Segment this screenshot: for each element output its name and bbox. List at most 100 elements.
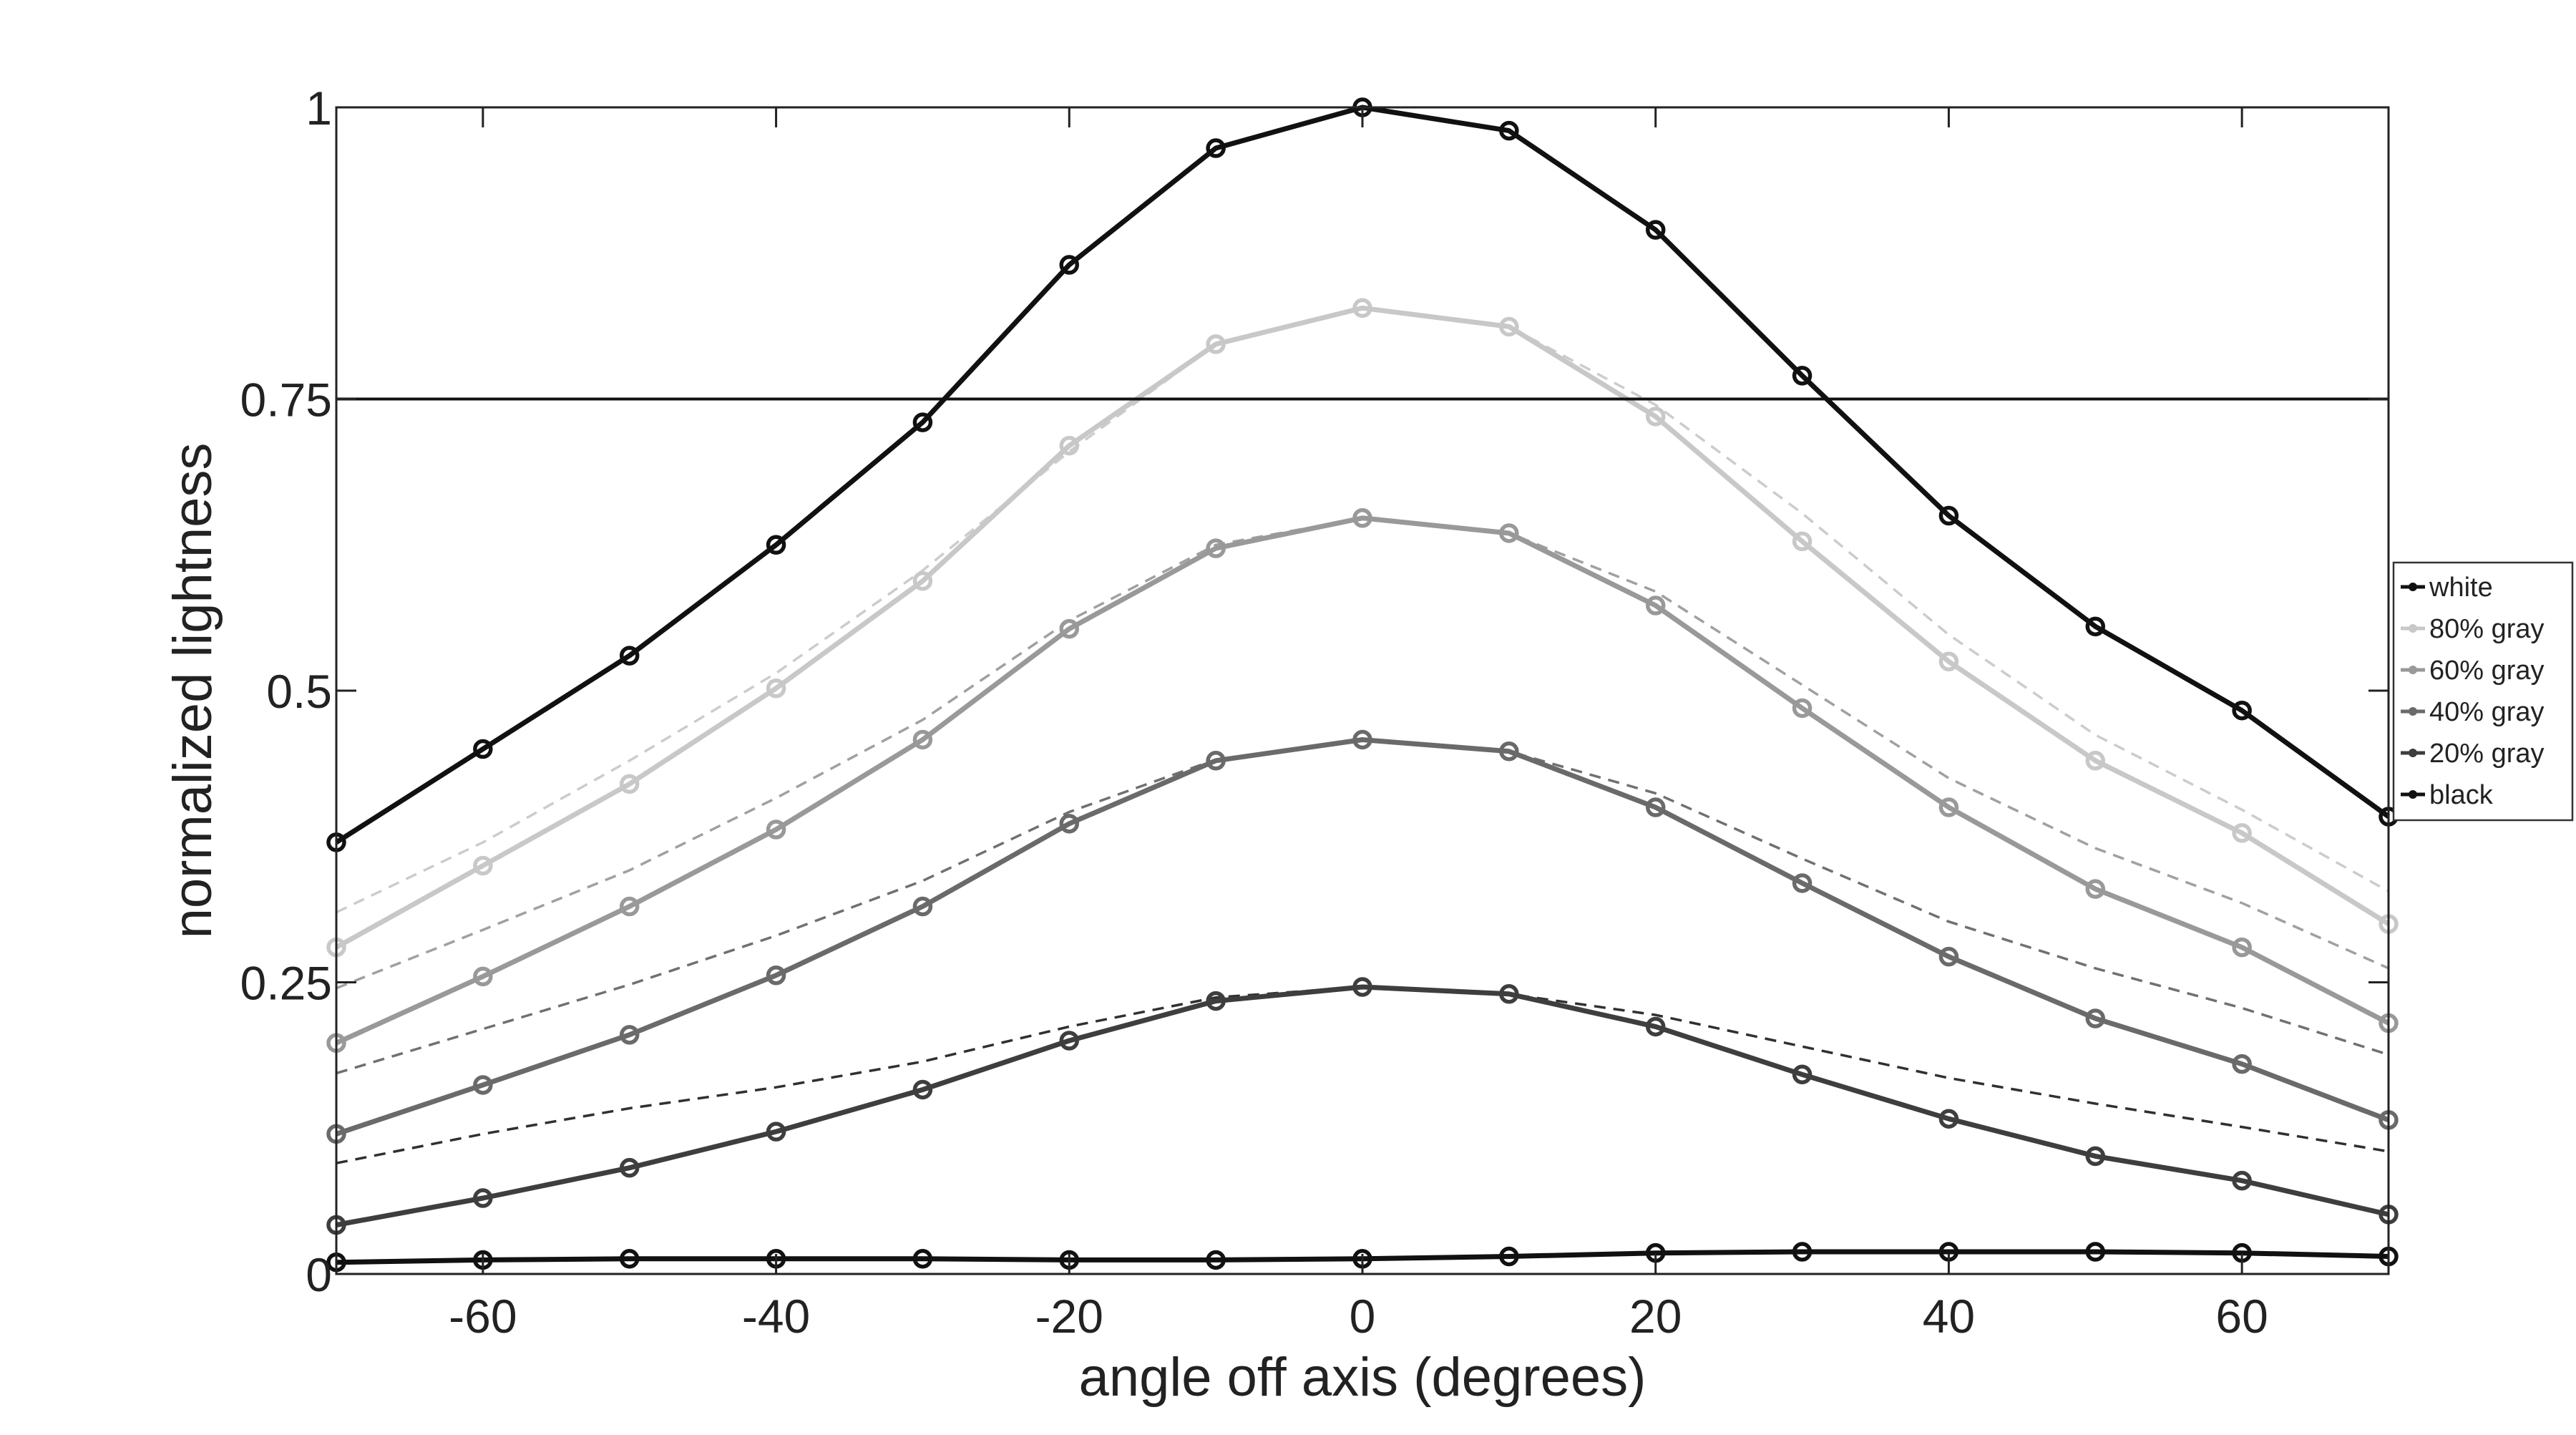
data-point-4-10 [1792, 1064, 1813, 1085]
data-point-2-12 [2085, 879, 2106, 899]
data-point-3-6 [1206, 751, 1226, 771]
data-point-3-8 [1499, 741, 1519, 762]
data-point-1-8 [1499, 316, 1519, 337]
data-point-1-12 [2085, 751, 2106, 771]
data-point-4-2 [619, 1157, 640, 1178]
data-point-2-4 [912, 729, 933, 750]
data-point-4-1 [473, 1188, 493, 1208]
data-point-1-7 [1352, 298, 1372, 318]
data-point-0-9 [1645, 220, 1666, 240]
data-point-2-11 [1938, 797, 1959, 817]
legend-label: 20% gray [2429, 739, 2545, 769]
data-point-1-9 [1645, 407, 1666, 427]
legend-item-2: 60% gray [2401, 656, 2545, 686]
legend-label: white [2429, 573, 2493, 603]
data-point-0-12 [2085, 616, 2106, 637]
data-point-2-3 [766, 819, 786, 840]
data-point-1-1 [473, 855, 493, 876]
data-point-2-10 [1792, 698, 1813, 719]
x-tick-label: 60 [2215, 1290, 2268, 1343]
data-point-3-12 [2085, 1008, 2106, 1028]
data-point-5-2 [619, 1249, 640, 1269]
x-tick-label: 40 [1923, 1290, 1975, 1343]
y-tick-label: 0 [306, 1248, 332, 1301]
data-point-2-9 [1645, 595, 1666, 616]
data-point-5-12 [2085, 1242, 2106, 1262]
data-point-2-7 [1352, 508, 1372, 528]
data-point-5-8 [1499, 1246, 1519, 1267]
legend-item-5: black [2401, 780, 2494, 810]
legend-item-3: 40% gray [2401, 697, 2545, 727]
data-point-4-5 [1059, 1031, 1080, 1051]
legend-swatch-dot [2409, 749, 2417, 757]
x-tick-label: 20 [1629, 1290, 1682, 1343]
data-point-1-6 [1206, 334, 1226, 354]
y-tick-label: 0.5 [266, 665, 332, 718]
series-line-1 [335, 305, 2390, 950]
x-tick-label: -60 [449, 1290, 517, 1343]
data-point-2-8 [1499, 523, 1519, 543]
x-axis-title: angle off axis (degrees) [1079, 1347, 1646, 1408]
x-tick-label: 0 [1350, 1290, 1376, 1343]
data-point-0-8 [1499, 120, 1519, 141]
data-point-3-2 [619, 1025, 640, 1045]
data-point-0-5 [1059, 255, 1080, 275]
legend-label: 60% gray [2429, 656, 2545, 686]
y-tick-label: 0.75 [240, 374, 332, 427]
data-point-3-10 [1792, 873, 1813, 893]
data-point-2-13 [2232, 937, 2252, 958]
data-point-2-5 [1059, 618, 1080, 639]
reference-curve-1 [336, 517, 2389, 990]
legend-label: 40% gray [2429, 697, 2545, 727]
data-point-1-11 [1938, 651, 1959, 671]
data-point-4-4 [912, 1079, 933, 1100]
data-point-1-4 [912, 571, 933, 591]
y-tick-label: 1 [306, 82, 332, 135]
tick-marks-layer [336, 106, 2389, 1275]
data-point-0-2 [619, 646, 640, 666]
data-point-3-9 [1645, 797, 1666, 817]
legend-swatch-dot [2409, 707, 2417, 716]
data-point-3-3 [766, 965, 786, 986]
data-point-5-10 [1792, 1242, 1813, 1262]
legend-item-0: white [2401, 573, 2493, 603]
x-tick-labels: -60 -40 -20 0 20 40 60 [449, 1290, 2268, 1343]
data-point-3-11 [1938, 946, 1959, 967]
data-point-3-5 [1059, 814, 1080, 834]
legend-item-1: 80% gray [2401, 614, 2545, 644]
legend-label: 80% gray [2429, 614, 2545, 644]
y-tick-label: 0.25 [240, 957, 332, 1010]
data-point-0-4 [912, 412, 933, 432]
y-tick-labels: 0 0.25 0.5 0.75 1 [240, 82, 332, 1301]
data-point-2-2 [619, 896, 640, 917]
data-point-1-10 [1792, 531, 1813, 552]
legend-swatch-dot [2409, 624, 2417, 633]
legend: white 80% gray 60% gray 40% gray 20% gray bla… [2392, 561, 2574, 822]
series-line-2 [335, 515, 2390, 1046]
data-point-3-4 [912, 896, 933, 917]
x-tick-label: -20 [1035, 1290, 1103, 1343]
data-point-3-1 [473, 1075, 493, 1095]
data-point-1-3 [766, 678, 786, 699]
data-point-1-5 [1059, 435, 1080, 456]
data-point-4-7 [1352, 977, 1372, 997]
y-axis-title: normalized lightness [162, 443, 223, 939]
data-point-4-11 [1938, 1109, 1959, 1129]
data-point-0-10 [1792, 366, 1813, 386]
data-point-0-1 [473, 739, 493, 759]
legend-swatch-dot [2409, 790, 2417, 799]
series-4 [326, 977, 2399, 1235]
data-point-4-6 [1206, 991, 1226, 1011]
data-point-2-1 [473, 966, 493, 987]
data-point-1-2 [619, 774, 640, 794]
data-point-0-13 [2232, 700, 2252, 721]
legend-item-4: 20% gray [2401, 739, 2545, 769]
data-point-2-6 [1206, 538, 1226, 558]
legend-label: black [2429, 780, 2494, 810]
data-point-4-12 [2085, 1146, 2106, 1167]
legend-swatch-dot [2409, 666, 2417, 674]
data-point-4-9 [1645, 1016, 1666, 1037]
